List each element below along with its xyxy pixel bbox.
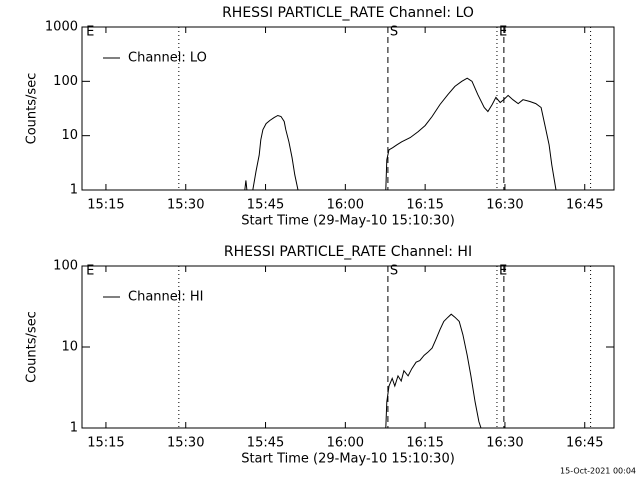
x-tick-label: 15:15 (87, 198, 124, 213)
y-tick-label: 100 (53, 259, 78, 274)
footer: 15-Oct-2021 00:04 (560, 467, 636, 476)
x-tick-label: 15:15 (87, 436, 124, 451)
marker-label: E (499, 264, 507, 279)
x-tick-label: 16:15 (406, 436, 443, 451)
marker-label: E (499, 25, 507, 40)
x-tick-label: 15:45 (247, 198, 284, 213)
y-axis-label: Counts/sec (25, 311, 40, 383)
x-axis-label: Start Time (29-May-10 15:10:30) (241, 214, 455, 229)
y-tick-label: 1000 (45, 20, 78, 35)
plot-frame (81, 265, 615, 429)
data-line (385, 313, 482, 429)
plot-frame (81, 26, 615, 191)
legend-label: Channel: HI (128, 290, 204, 305)
x-tick-label: 16:45 (566, 436, 603, 451)
x-tick-label: 16:00 (327, 436, 364, 451)
x-tick-label: 16:15 (406, 198, 443, 213)
y-tick-label: 1 (70, 183, 78, 198)
y-axis-label: Counts/sec (25, 73, 40, 145)
chart-title: RHESSI PARTICLE_RATE Channel: LO (222, 5, 474, 21)
marker-label: E (86, 264, 94, 279)
x-tick-label: 15:30 (167, 436, 204, 451)
x-tick-label: 16:30 (486, 198, 523, 213)
legend-label: Channel: LO (128, 51, 207, 66)
x-tick-label: 16:30 (486, 436, 523, 451)
marker-label: S (390, 264, 398, 279)
marker-label: S (390, 25, 398, 40)
chart-title: RHESSI PARTICLE_RATE Channel: HI (224, 244, 472, 260)
y-tick-label: 10 (61, 340, 78, 355)
marker-label: E (86, 25, 94, 40)
x-axis-label: Start Time (29-May-10 15:10:30) (241, 452, 455, 467)
x-tick-label: 15:45 (247, 436, 284, 451)
data-line (244, 77, 557, 191)
y-tick-label: 100 (53, 74, 78, 89)
y-tick-label: 1 (70, 421, 78, 436)
x-tick-label: 16:00 (327, 198, 364, 213)
y-tick-label: 10 (61, 128, 78, 143)
x-tick-label: 15:30 (167, 198, 204, 213)
x-tick-label: 16:45 (566, 198, 603, 213)
